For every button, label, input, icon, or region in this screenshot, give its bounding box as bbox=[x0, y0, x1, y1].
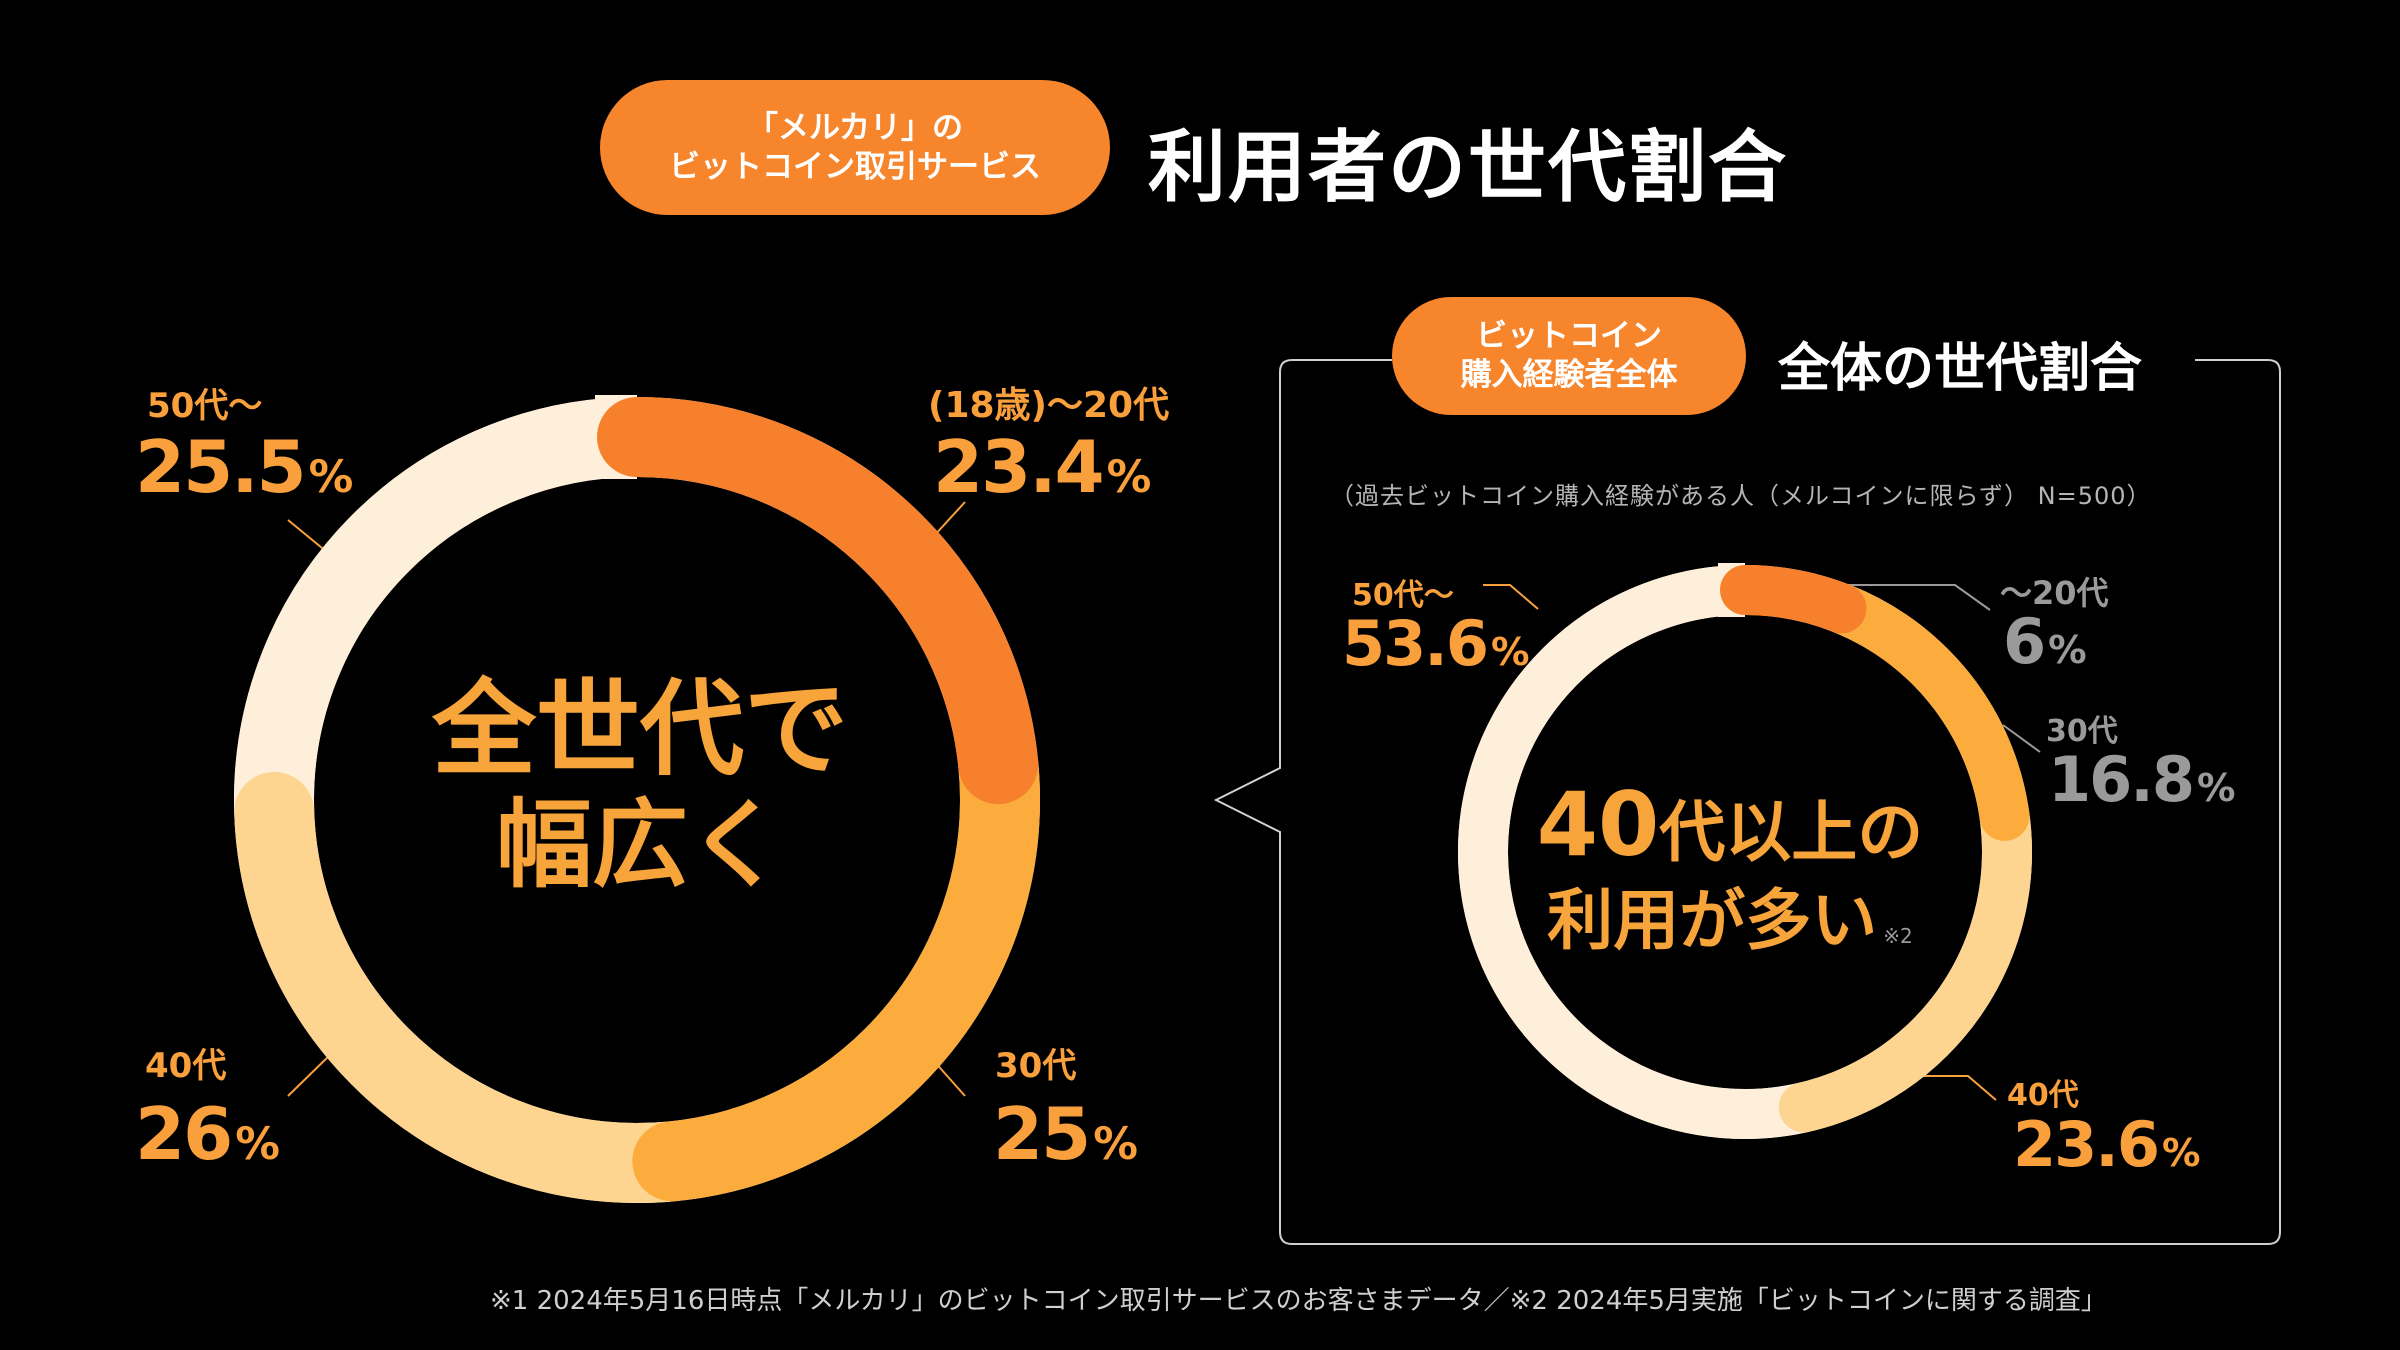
sub-center-text: 40代以上の 利用が多い ※2 bbox=[1500, 770, 1960, 963]
header-badge-line2: ビットコイン取引サービス bbox=[669, 148, 1041, 185]
main-segment-50s bbox=[234, 397, 637, 814]
main-label-20s-value: 23.4% bbox=[933, 425, 1151, 509]
leader-main-40s bbox=[287, 1051, 334, 1097]
sub-value-40s: 23.6 bbox=[2013, 1108, 2160, 1181]
main-center-line2: 幅広く bbox=[496, 788, 784, 901]
sub-note: （過去ビットコイン購入経験がある人（メルコインに限らず） N=500） bbox=[1330, 482, 2152, 510]
sub-badge: ビットコイン 購入経験者全体 bbox=[1392, 297, 1746, 415]
main-value-50s: 25.5 bbox=[135, 425, 307, 509]
sub-center-line2-text: 利用が多い bbox=[1547, 882, 1878, 959]
main-label-30s-category: 30代 bbox=[995, 1046, 1077, 1086]
sub-center-line1-text: 代以上の bbox=[1659, 794, 1924, 871]
sub-badge-line2: 購入経験者全体 bbox=[1460, 357, 1678, 393]
sub-segment-30s bbox=[1816, 583, 2030, 841]
sub-center-line1: 40代以上の bbox=[1500, 770, 1960, 880]
sub-center-note: ※2 bbox=[1883, 924, 1913, 948]
sub-label-40s-category: 40代 bbox=[2007, 1078, 2079, 1113]
sub-label-20s-value: 6% bbox=[2003, 605, 2087, 678]
main-segment-20s-start bbox=[636, 397, 673, 479]
sub-donut-segments bbox=[1458, 563, 2032, 1139]
sub-value-30s: 16.8 bbox=[2048, 743, 2195, 816]
pct-sign: % bbox=[1490, 630, 1530, 675]
sub-label-50s-category: 50代〜 bbox=[1352, 578, 1454, 613]
leader-sub-30s bbox=[2002, 724, 2041, 753]
sub-segment-40s bbox=[1778, 790, 2032, 1133]
leader-sub-40s bbox=[1920, 1075, 1997, 1101]
header-badge-line1: 「メルカリ」の bbox=[746, 109, 964, 146]
main-label-50s-value: 25.5% bbox=[135, 425, 353, 509]
main-label-50s-category: 50代〜 bbox=[147, 386, 263, 426]
sub-label-20s-category: 〜20代 bbox=[2000, 574, 2109, 612]
main-segment-30s bbox=[632, 724, 1040, 1202]
sub-segment-50s bbox=[1458, 565, 1810, 1139]
footnote: ※1 2024年5月16日時点「メルカリ」のビットコイン取引サービスのお客さまデ… bbox=[490, 1286, 2107, 1316]
main-label-30s-value: 25% bbox=[993, 1092, 1138, 1176]
sub-value-50s: 53.6 bbox=[1342, 607, 1489, 680]
sub-segment-20s-start bbox=[1744, 565, 1771, 616]
page-title: 利用者の世代割合 bbox=[1148, 123, 1789, 213]
sub-center-num: 40 bbox=[1536, 773, 1660, 876]
pct-sign: % bbox=[2196, 766, 2236, 811]
main-value-40s: 26 bbox=[135, 1092, 233, 1176]
main-center-text: 全世代で 幅広く bbox=[370, 668, 910, 901]
main-label-20s-category: (18歳)〜20代 bbox=[928, 385, 1170, 426]
main-segment-20s bbox=[597, 397, 1039, 805]
sub-label-30s-value: 16.8% bbox=[2048, 743, 2235, 816]
pct-sign: % bbox=[1093, 1118, 1138, 1170]
pct-sign: % bbox=[2048, 628, 2087, 673]
pct-sign: % bbox=[1106, 451, 1152, 503]
main-label-40s-category: 40代 bbox=[145, 1046, 227, 1086]
pct-sign: % bbox=[235, 1118, 280, 1170]
pct-sign: % bbox=[2161, 1131, 2201, 1176]
sub-label-40s-value: 23.6% bbox=[2013, 1108, 2200, 1181]
main-value-30s: 25 bbox=[993, 1092, 1091, 1176]
sub-center-line2: 利用が多い ※2 bbox=[1500, 880, 1960, 963]
sub-badge-line1: ビットコイン bbox=[1476, 318, 1662, 355]
sub-label-30s-category: 30代 bbox=[2046, 714, 2118, 749]
main-value-20s: 23.4 bbox=[933, 425, 1105, 509]
main-label-40s-value: 26% bbox=[135, 1092, 280, 1176]
header-badge: 「メルカリ」の ビットコイン取引サービス bbox=[600, 80, 1110, 215]
leader-main-20s bbox=[932, 501, 966, 538]
pct-sign: % bbox=[308, 451, 354, 503]
sub-value-20s: 6 bbox=[2003, 605, 2046, 678]
main-donut-segments bbox=[234, 395, 1040, 1203]
sub-title: 全体の世代割合 bbox=[1778, 339, 2143, 399]
leader-sub-50s bbox=[1483, 584, 1539, 610]
sub-label-50s-value: 53.6% bbox=[1342, 607, 1529, 680]
callout-border bbox=[1213, 359, 2281, 1245]
leader-sub-20s bbox=[1835, 584, 1991, 611]
main-segment-40s bbox=[234, 771, 713, 1203]
main-center-line1: 全世代で bbox=[431, 668, 848, 790]
